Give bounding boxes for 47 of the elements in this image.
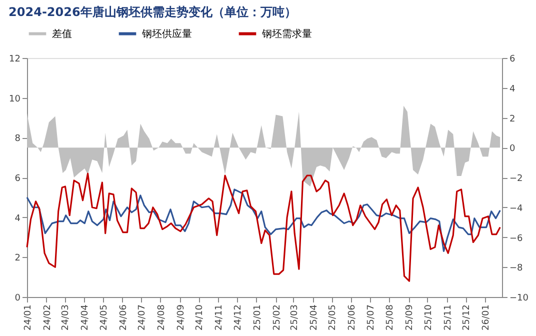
y2-tick-label: −4 <box>510 204 524 214</box>
line-series <box>26 188 501 252</box>
x-tick-label: 24/12 <box>233 304 244 330</box>
x-tick-label: 24/11 <box>214 304 225 330</box>
x-tick-label: 25/11 <box>443 304 454 330</box>
x-tick-label: 25/07 <box>366 304 376 330</box>
x-tick-label: 25/03 <box>290 304 300 330</box>
x-tick-label: 24/08 <box>156 304 167 330</box>
x-tick-label: 24/03 <box>61 304 72 330</box>
legend-label: 钢坯供应量 <box>141 28 192 40</box>
x-tick-label: 24/05 <box>99 304 110 330</box>
x-tick-label: 25/09 <box>405 304 416 330</box>
x-tick-label: 24/07 <box>138 304 148 330</box>
y2-tick-label: −10 <box>510 294 529 304</box>
x-tick-label: 25/08 <box>386 304 396 330</box>
x-tick-label: 25/05 <box>328 304 338 330</box>
y2-tick-label: 4 <box>510 84 516 94</box>
y-tick-label: 12 <box>9 54 20 64</box>
x-tick-label: 25/01 <box>252 304 263 330</box>
x-tick-label: 24/01 <box>24 304 34 330</box>
legend-label: 钢坯需求量 <box>261 28 312 40</box>
line-series <box>26 172 501 282</box>
y2-tick-label: −2 <box>510 174 523 184</box>
y-tick-label: 10 <box>9 94 21 104</box>
x-tick-label: 25/10 <box>424 304 434 330</box>
y-tick-label: 8 <box>14 134 21 144</box>
x-tick-label: 24/09 <box>176 304 186 330</box>
x-tick-label: 25/12 <box>462 304 472 330</box>
y-tick-label: 6 <box>14 174 21 184</box>
y-tick-label: 4 <box>14 214 21 224</box>
x-tick-label: 24/04 <box>80 304 91 330</box>
x-tick-label: 24/06 <box>118 304 129 330</box>
y-tick-label: 2 <box>14 254 20 264</box>
y2-tick-label: −8 <box>510 264 524 274</box>
x-tick-label: 25/04 <box>309 304 320 330</box>
x-tick-label: 25/02 <box>272 304 282 330</box>
chart-title: 2024-2026年唐山钢坯供需走势变化（单位：万吨） <box>8 5 296 19</box>
x-tick-label: 25/06 <box>347 304 358 330</box>
y2-tick-label: 0 <box>510 144 516 154</box>
y2-tick-label: 2 <box>510 114 516 124</box>
y2-tick-label: −6 <box>510 234 524 244</box>
x-tick-label: 24/02 <box>42 304 53 330</box>
x-tick-label: 24/10 <box>195 304 206 330</box>
legend-label: 差值 <box>52 28 72 40</box>
x-tick-label: 26/01 <box>482 304 492 330</box>
y2-tick-label: 6 <box>510 54 516 64</box>
y-tick-label: 0 <box>14 294 21 304</box>
